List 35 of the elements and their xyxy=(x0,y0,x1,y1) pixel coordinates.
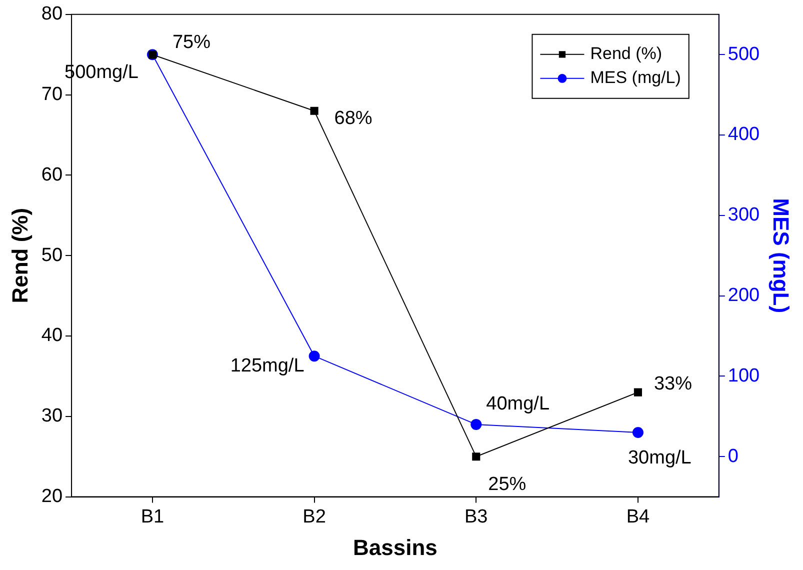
y2-tick-label: 0 xyxy=(728,446,738,467)
x-axis-title: Bassins xyxy=(353,534,438,560)
y-tick-label: 50 xyxy=(41,244,63,266)
y2-tick-label: 500 xyxy=(728,44,760,65)
y2-axis-title: MES (mgL) xyxy=(768,198,794,314)
x-tick-label: B1 xyxy=(140,506,164,528)
y2-tick-label: 200 xyxy=(728,285,760,306)
point xyxy=(472,452,480,461)
point xyxy=(470,418,482,430)
y2-tick-label: 400 xyxy=(728,124,760,146)
y-tick-label: 30 xyxy=(41,406,63,427)
point xyxy=(634,388,642,396)
x-tick-label: B4 xyxy=(626,506,650,528)
y-tick-label: 60 xyxy=(41,164,63,186)
data-label: 68% xyxy=(334,108,372,130)
data-label: 125mg/L xyxy=(230,355,304,376)
point xyxy=(308,350,320,362)
x-tick-label: B3 xyxy=(464,506,488,528)
y-axis-title: Rend (%) xyxy=(7,208,32,304)
data-label: 33% xyxy=(654,374,692,395)
data-label: 40mg/L xyxy=(486,394,550,415)
y-tick-label: 80 xyxy=(41,4,63,25)
data-label: 25% xyxy=(488,474,526,495)
y2-tick-label: 100 xyxy=(728,365,760,386)
legend-label: MES (mg/L) xyxy=(590,68,681,88)
point xyxy=(310,106,318,115)
data-label: 30mg/L xyxy=(628,448,692,469)
point xyxy=(632,426,644,438)
x-tick-label: B2 xyxy=(302,506,326,528)
y-tick-label: 20 xyxy=(41,486,63,508)
data-label: 75% xyxy=(172,32,211,53)
legend-label: Rend (%) xyxy=(590,44,662,64)
y-tick-label: 70 xyxy=(41,84,63,106)
y-tick-label: 40 xyxy=(41,325,63,346)
y2-tick-label: 300 xyxy=(728,204,760,226)
